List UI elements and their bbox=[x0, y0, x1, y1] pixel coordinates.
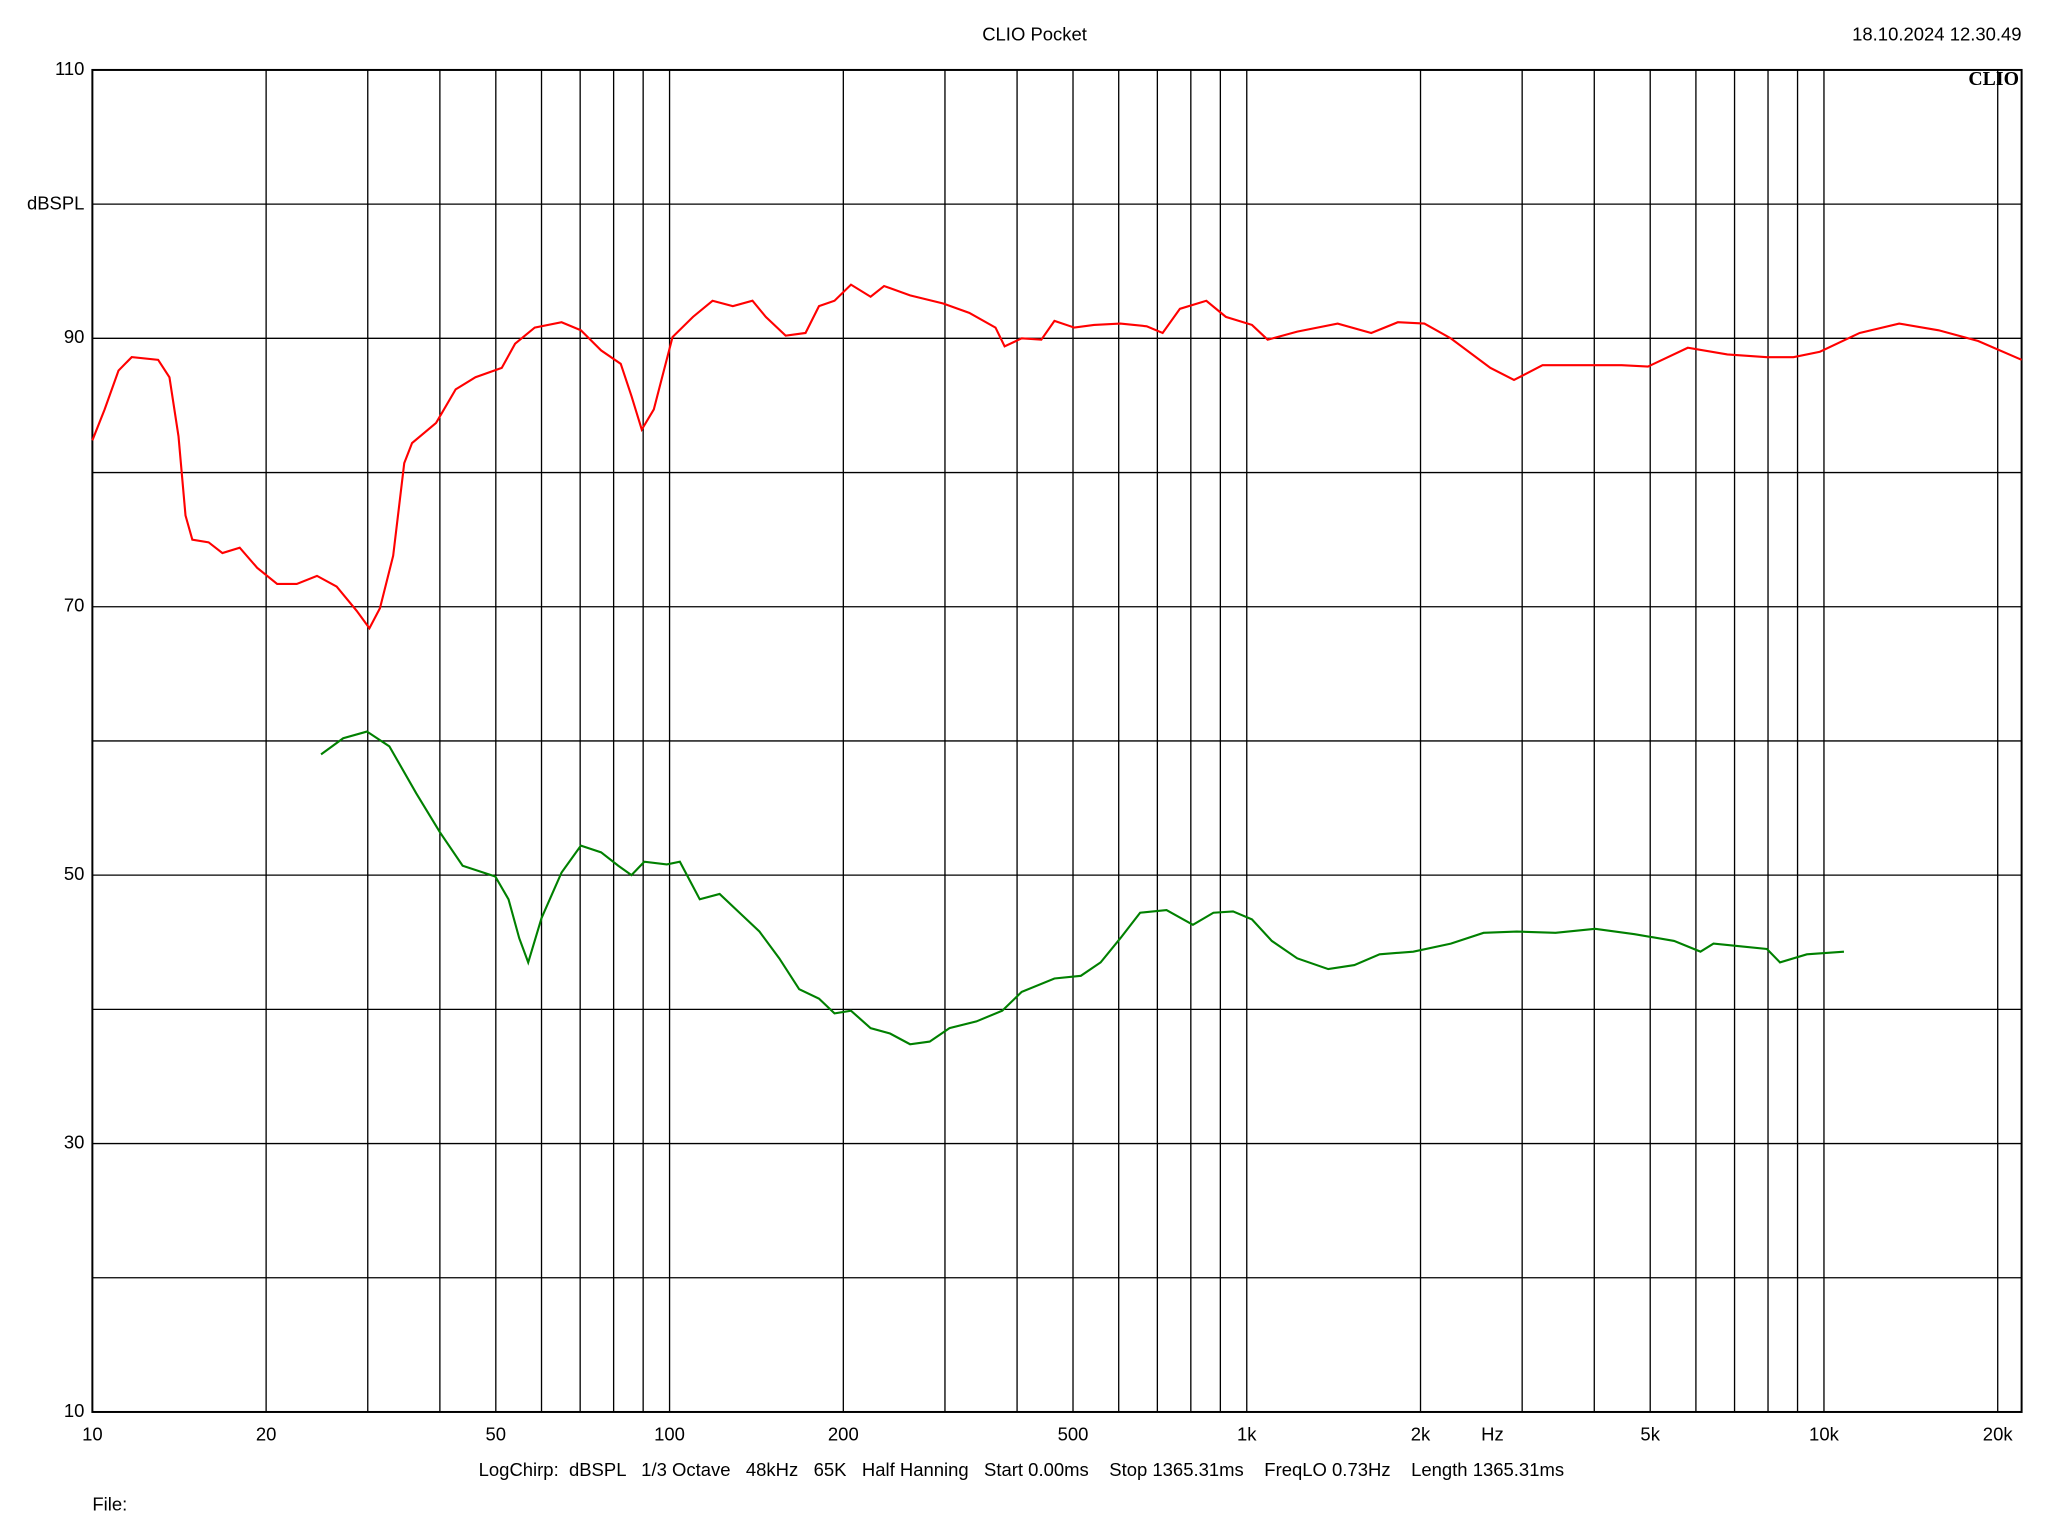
x-tick-label: 2k bbox=[1411, 1424, 1431, 1445]
logo: CLIO bbox=[1968, 68, 2019, 90]
x-tick-label: 20k bbox=[1983, 1424, 2014, 1445]
x-tick-label: 50 bbox=[486, 1424, 507, 1445]
timestamp: 18.10.2024 12.30.49 bbox=[1852, 24, 2021, 45]
measurement-settings: LogChirp: dBSPL 1/3 Octave 48kHz 65K Hal… bbox=[479, 1459, 1564, 1480]
x-tick-label: 500 bbox=[1058, 1424, 1089, 1445]
x-tick-label: 200 bbox=[828, 1424, 859, 1445]
y-tick-label: 90 bbox=[64, 326, 85, 347]
x-tick-label: 10 bbox=[82, 1424, 103, 1445]
series-line bbox=[91, 283, 2023, 631]
series-line bbox=[320, 730, 1845, 1046]
x-axis-label: Hz bbox=[1481, 1424, 1504, 1445]
y-tick-label: 50 bbox=[64, 863, 85, 884]
y-tick-label: 110 bbox=[55, 58, 84, 79]
x-tick-label: 1k bbox=[1237, 1424, 1257, 1445]
x-tick-label: 20 bbox=[256, 1424, 277, 1445]
file-label: File: bbox=[92, 1494, 127, 1515]
y-tick-label: 30 bbox=[64, 1131, 85, 1152]
y-tick-label: 10 bbox=[64, 1400, 85, 1421]
y-axis-label: dBSPL bbox=[27, 192, 85, 213]
chart-title: CLIO Pocket bbox=[982, 24, 1087, 45]
y-tick-label: 70 bbox=[64, 595, 85, 616]
x-tick-label: 5k bbox=[1640, 1424, 1660, 1445]
plot-frame bbox=[91, 68, 2023, 1413]
x-tick-label: 10k bbox=[1809, 1424, 1840, 1445]
x-tick-label: 100 bbox=[654, 1424, 685, 1445]
